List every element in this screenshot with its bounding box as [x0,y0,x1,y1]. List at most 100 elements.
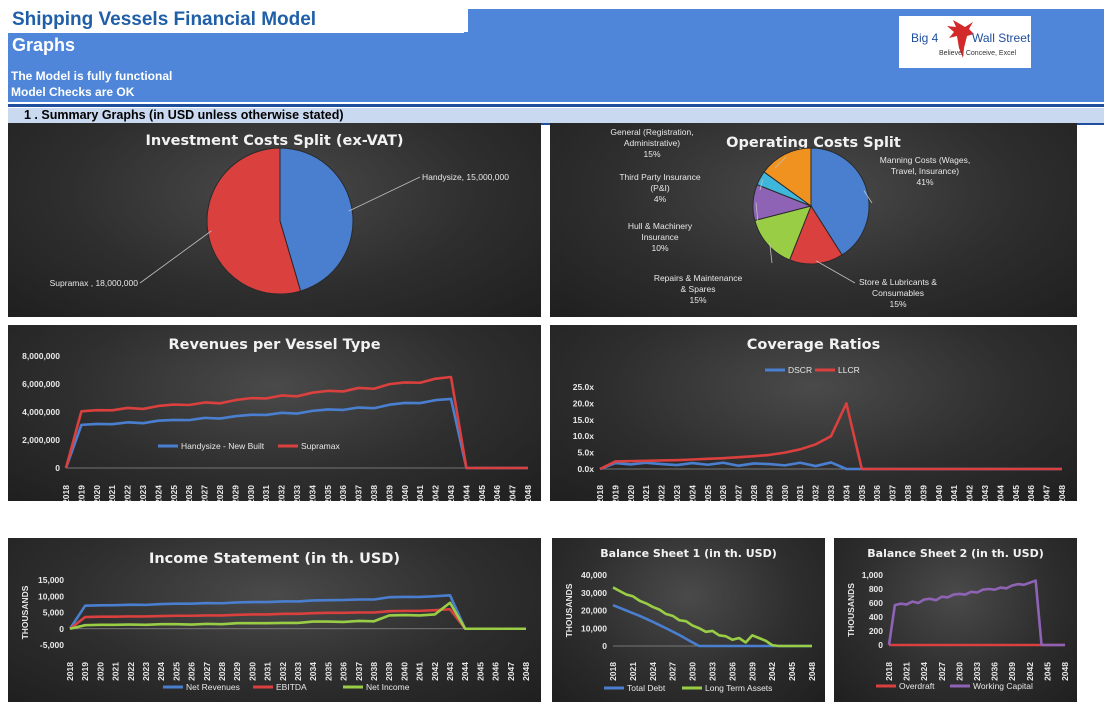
page-subtitle: Graphs [12,35,76,55]
x-tick-label: 2031 [263,662,273,681]
x-tick-label: 2018 [61,485,71,501]
coverage-ratios-chart[interactable]: Coverage Ratios 25.0x 20.0x 15.0x 10.0x 5.0x 0… [550,325,1077,501]
y-tick-label: 10,000 [581,623,607,633]
x-tick-label: 2039 [384,662,394,681]
x-tick-label: 2042 [1025,662,1035,681]
x-tick-label: 2024 [919,662,929,681]
x-tick-label: 2041 [415,662,425,681]
leader-line [815,260,856,284]
x-tick-label: 2034 [307,485,317,501]
x-tick-label: 2023 [141,662,151,681]
y-axis-title: THOUSANDS [846,583,856,637]
x-tick-label: 2028 [217,662,227,681]
x-tick-label: 2048 [807,662,817,681]
pie-data-label: Handysize, 15,000,000 [422,172,509,182]
company-logo: Big 4 Wall Street Believe, Conceive, Exc… [899,16,1031,68]
x-tick-label: 2024 [156,662,166,681]
x-tick-label: 2024 [687,485,697,501]
x-tick-label: 2034 [841,485,851,501]
y-axis-title: THOUSANDS [564,583,574,637]
x-tick-label: 2019 [80,662,90,681]
y-tick-label: 15.0x [573,415,595,425]
x-tick-label: 2045 [1042,662,1052,681]
x-tick-label: 2021 [902,662,912,681]
x-tick-label: 2018 [608,662,618,681]
y-tick-label: 400 [869,612,883,622]
income-statement-chart[interactable]: Income Statement (in th. USD) 15,000 10,00… [8,538,541,702]
y-tick-label: 5,000 [43,608,65,618]
x-tick-label: 2027 [668,662,678,681]
x-tick-label: 2047 [508,485,518,501]
pie-data-label: Travel, Insurance) [891,166,959,176]
x-tick-label: 2037 [354,485,364,501]
x-tick-label: 2047 [506,662,516,681]
x-tick-label: 2029 [232,662,242,681]
leader-line [139,230,212,284]
x-tick-label: 2027 [734,485,744,501]
model-status-line: The Model is fully functional [11,69,173,83]
x-tick-label: 2045 [1011,485,1021,501]
x-tick-label: 2036 [727,662,737,681]
leader-line [774,156,787,169]
x-tick-label: 2039 [918,485,928,501]
x-tick-label: 2037 [354,662,364,681]
x-tick-label: 2034 [308,662,318,681]
x-tick-label: 2035 [323,485,333,501]
x-tick-label: 2027 [202,662,212,681]
pie-slice [754,205,812,261]
pie-data-label: 15% [889,299,906,309]
y-tick-label: -5,000 [40,640,64,650]
x-tick-label: 2046 [491,662,501,681]
x-tick-label: 2038 [369,662,379,681]
x-tick-label: 2043 [446,485,456,501]
pie-data-label: Supramax , 18,000,000 [50,278,139,288]
operating-costs-chart[interactable]: Operating Costs Split Manning Costs (Wage… [550,123,1077,317]
leader-line [769,242,773,264]
x-tick-label: 2042 [431,485,441,501]
x-tick-label: 2045 [475,662,485,681]
y-tick-label: 200 [869,626,883,636]
x-tick-label: 2038 [903,485,913,501]
legend-label: LLCR [838,365,860,375]
x-tick-label: 2033 [292,485,302,501]
section-divider [8,104,1104,107]
y-tick-label: 800 [869,584,883,594]
series-line [612,603,812,648]
pie-slice [763,147,812,207]
x-tick-label: 2037 [888,485,898,501]
x-tick-label: 2033 [972,662,982,681]
pie-data-label: Third Party Insurance [619,172,701,182]
x-tick-label: 2039 [747,662,757,681]
series-line [612,586,812,648]
series-line [69,607,526,631]
x-tick-label: 2036 [339,662,349,681]
y-tick-label: 0 [55,463,60,473]
balance-sheet-2-chart[interactable]: Balance Sheet 2 (in th. USD) 1,000 800 600 4… [834,538,1077,702]
y-tick-label: 20,000 [581,606,607,616]
x-tick-label: 2027 [200,485,210,501]
pie-slice [788,204,843,265]
investment-costs-chart[interactable]: Investment Costs Split (ex-VAT) Handysize… [8,123,541,317]
logo-text-right: Wall Street [972,31,1031,45]
x-tick-label: 2032 [278,662,288,681]
chart-title: Operating Costs Split [726,135,901,151]
x-tick-label: 2033 [708,662,718,681]
legend-label: Supramax [301,441,340,451]
x-tick-label: 2021 [111,662,121,681]
x-tick-label: 2036 [990,662,1000,681]
x-tick-label: 2028 [215,485,225,501]
legend-label: Total Debt [627,683,666,693]
x-tick-label: 2030 [688,662,698,681]
pie-slice [206,147,302,295]
x-tick-label: 2018 [65,662,75,681]
balance-sheet-1-chart[interactable]: Balance Sheet 1 (in th. USD) 40,000 30,000… [552,538,825,702]
pie-slice [279,147,354,292]
revenues-chart[interactable]: Revenues per Vessel Type 8,000,000 6,000,0… [8,325,541,501]
x-tick-label: 2033 [293,662,303,681]
leader-line [759,179,764,191]
pie-data-label: Consumables [872,288,924,298]
pie-data-label: Store & Lubricants & [859,277,937,287]
legend-label: EBITDA [276,682,307,692]
x-tick-label: 2022 [123,485,133,501]
x-tick-label: 2042 [965,485,975,501]
